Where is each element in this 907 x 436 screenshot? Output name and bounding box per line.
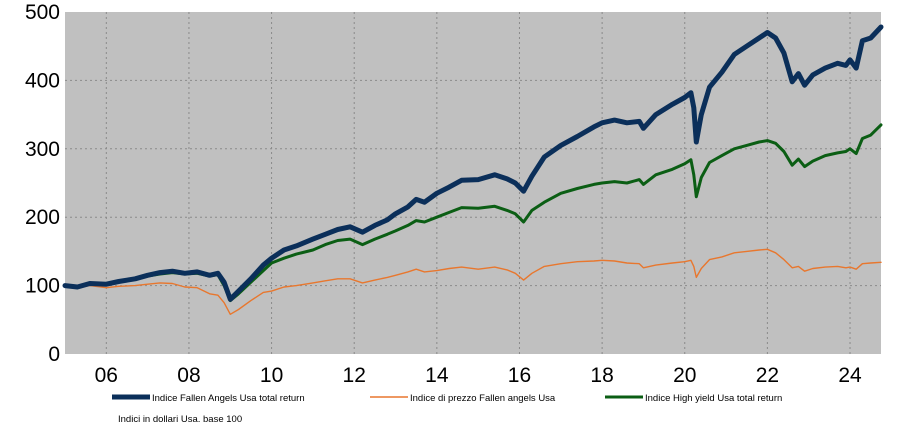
x-tick-label: 16 — [508, 364, 531, 387]
y-tick-label: 300 — [25, 138, 60, 161]
x-tick-label: 22 — [756, 364, 779, 387]
x-tick-label: 06 — [95, 364, 118, 387]
grid — [65, 12, 881, 354]
series-line-fallen-angels-price — [64, 248, 882, 315]
legend-label: Indice High yield Usa total return — [645, 393, 782, 404]
x-tick-label: 24 — [838, 364, 862, 387]
x-tick-label: 20 — [673, 364, 696, 387]
y-tick-label: 200 — [25, 206, 60, 229]
series-layer — [62, 24, 884, 315]
y-tick-label: 0 — [48, 343, 60, 366]
legend-label: Indice Fallen Angels Usa total return — [152, 393, 305, 404]
series-line-fallen-angels-tr — [62, 24, 884, 302]
x-tick-label: 10 — [260, 364, 283, 387]
legend: Indice Fallen Angels Usa total return Ind… — [112, 393, 782, 404]
plot-background — [65, 12, 881, 354]
legend-label: Indice di prezzo Fallen angels Usa — [410, 393, 556, 404]
x-axis-ticks: 06 08 10 12 14 16 18 20 22 24 — [95, 364, 862, 387]
y-tick-label: 400 — [25, 69, 60, 92]
y-axis-ticks: 0 100 200 300 400 500 — [25, 1, 60, 366]
footnote: Indici in dollari Usa. base 100 — [118, 414, 242, 425]
x-tick-label: 08 — [177, 364, 200, 387]
x-tick-label: 18 — [590, 364, 613, 387]
x-tick-label: 12 — [343, 364, 366, 387]
y-tick-label: 100 — [25, 275, 60, 298]
x-tick-label: 14 — [425, 364, 449, 387]
y-tick-label: 500 — [25, 1, 60, 24]
